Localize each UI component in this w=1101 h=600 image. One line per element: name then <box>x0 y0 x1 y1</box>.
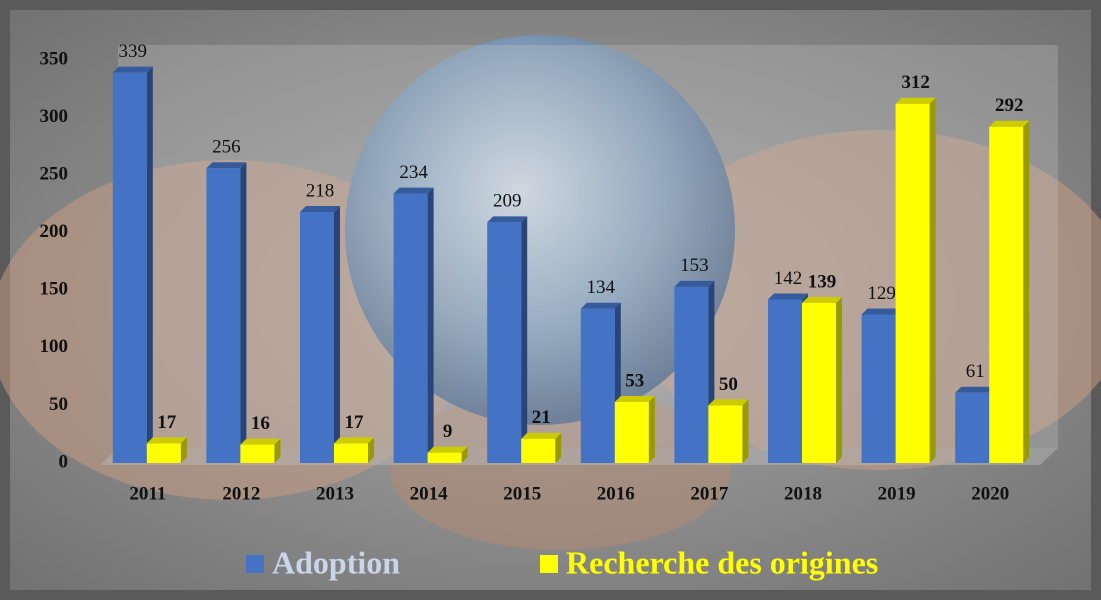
legend-swatch <box>540 555 558 573</box>
bar-top <box>113 67 153 73</box>
bar <box>989 127 1023 463</box>
bar <box>802 303 836 463</box>
bar-top <box>206 162 246 168</box>
value-label: 209 <box>493 191 522 212</box>
value-label: 16 <box>251 413 270 434</box>
bar-top <box>768 293 808 299</box>
bar <box>334 443 368 463</box>
bar <box>113 73 147 463</box>
value-label: 234 <box>399 162 428 183</box>
x-tick-label: 2020 <box>971 483 1009 504</box>
x-tick-label: 2013 <box>316 483 354 504</box>
y-tick-label: 50 <box>49 394 68 415</box>
bar-top <box>674 281 714 287</box>
bar-side <box>1023 121 1029 463</box>
bar-side <box>836 297 842 463</box>
bar-side <box>930 98 936 463</box>
legend-label: Adoption <box>272 544 400 580</box>
value-label: 153 <box>680 255 709 276</box>
value-label: 9 <box>443 421 453 442</box>
value-label: 134 <box>587 277 616 298</box>
chart: 0 50 100 150 200 250 300 350 2011 339 17 2012 256 16 2… <box>0 0 1101 600</box>
bar <box>428 453 462 463</box>
bar-side <box>742 399 748 463</box>
bar <box>394 194 428 463</box>
bar-top <box>989 121 1029 127</box>
bar-top <box>615 396 655 402</box>
bar <box>521 439 555 463</box>
x-tick-label: 2015 <box>503 483 541 504</box>
legend-swatch <box>246 555 264 573</box>
value-label: 17 <box>345 412 365 433</box>
bar-top <box>521 433 561 439</box>
bar-side <box>428 188 434 463</box>
legend-label: Recherche des origines <box>566 544 878 580</box>
bar-side <box>521 216 527 463</box>
bar-top <box>428 447 468 453</box>
bar <box>147 443 181 463</box>
value-label: 292 <box>995 95 1024 116</box>
bar-top <box>802 297 842 303</box>
value-label: 139 <box>808 271 837 292</box>
value-label: 50 <box>719 374 738 395</box>
value-label: 17 <box>157 412 177 433</box>
value-label: 21 <box>532 407 551 428</box>
x-tick-label: 2019 <box>878 483 916 504</box>
y-tick-label: 200 <box>40 221 69 242</box>
bar-top <box>334 437 374 443</box>
x-tick-label: 2016 <box>597 483 635 504</box>
bar <box>955 393 989 463</box>
value-label: 339 <box>119 41 148 62</box>
x-tick-label: 2012 <box>222 483 260 504</box>
value-label: 129 <box>867 283 896 304</box>
bar <box>581 309 615 463</box>
bar <box>206 168 240 463</box>
bar <box>862 314 896 463</box>
bar <box>896 104 930 463</box>
bar <box>768 299 802 463</box>
bar-top <box>896 98 936 104</box>
bar-top <box>147 437 187 443</box>
value-label: 218 <box>306 180 335 201</box>
bar-top <box>581 303 621 309</box>
bar-side <box>334 206 340 463</box>
bar <box>487 222 521 463</box>
bar-top <box>708 399 748 405</box>
x-tick-label: 2017 <box>690 483 729 504</box>
y-tick-label: 350 <box>40 48 69 69</box>
bar <box>674 287 708 463</box>
x-tick-label: 2014 <box>410 483 449 504</box>
y-tick-label: 300 <box>40 106 69 127</box>
y-tick-label: 100 <box>40 336 69 357</box>
bar-top <box>300 206 340 212</box>
y-tick-label: 250 <box>40 164 69 185</box>
bar <box>300 212 334 463</box>
x-tick-label: 2011 <box>129 483 166 504</box>
value-label: 142 <box>774 268 803 289</box>
value-label: 256 <box>212 137 241 158</box>
bar-side <box>649 396 655 463</box>
bar <box>708 405 742 463</box>
bar <box>615 402 649 463</box>
bar-side <box>240 162 246 463</box>
bar-side <box>147 67 153 463</box>
bar-top <box>240 439 280 445</box>
value-label: 53 <box>625 370 644 391</box>
bar <box>240 445 274 463</box>
bar-top <box>487 216 527 222</box>
y-tick-label: 0 <box>59 451 69 472</box>
y-tick-label: 150 <box>40 279 69 300</box>
bar-top <box>394 188 434 194</box>
value-label: 312 <box>901 72 930 93</box>
x-tick-label: 2018 <box>784 483 822 504</box>
value-label: 61 <box>966 361 985 382</box>
